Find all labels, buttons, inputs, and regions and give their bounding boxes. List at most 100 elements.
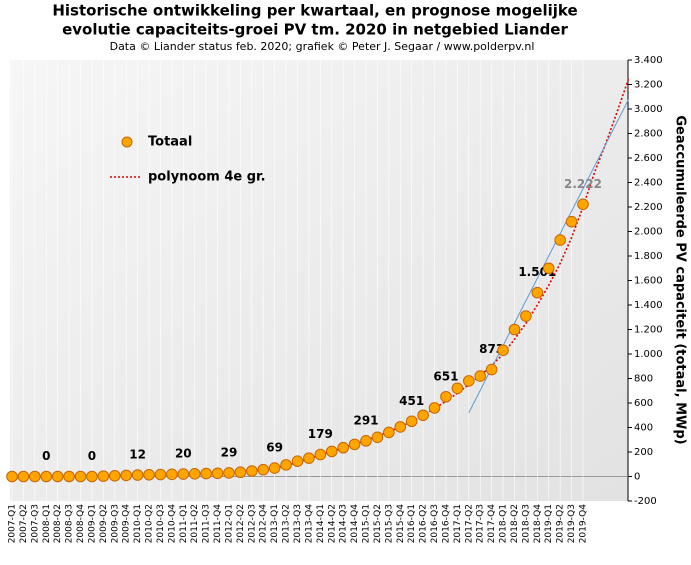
data-point bbox=[97, 470, 110, 482]
y-tick-label: 3.000 bbox=[634, 104, 663, 115]
y-tick-label: 400 bbox=[634, 423, 653, 434]
y-tick-label: 2.400 bbox=[634, 178, 663, 189]
data-point bbox=[554, 234, 566, 246]
data-point bbox=[348, 438, 361, 451]
data-point bbox=[74, 470, 87, 483]
x-tick-label: 2009-Q3 bbox=[110, 504, 120, 543]
x-tick-label: 2010-Q2 bbox=[145, 504, 155, 543]
data-point bbox=[520, 310, 532, 322]
y-tick-label: 600 bbox=[634, 398, 653, 409]
data-point bbox=[405, 415, 418, 428]
x-tick-label: 2015-Q4 bbox=[396, 504, 406, 544]
x-tick-label: 2008-Q4 bbox=[76, 504, 86, 544]
data-label: 179 bbox=[308, 427, 333, 441]
data-label: 2.222 bbox=[564, 177, 602, 191]
data-point bbox=[246, 465, 258, 477]
y-tick-label: 1.200 bbox=[634, 325, 663, 336]
x-tick-label: 2008-Q2 bbox=[53, 504, 63, 543]
x-tick-label: 2011-Q1 bbox=[179, 504, 189, 543]
chart-title: evolutie capaciteits-groei PV tm. 2020 i… bbox=[62, 21, 568, 39]
y-tick-label: 1.600 bbox=[634, 276, 663, 287]
data-point bbox=[451, 382, 464, 395]
x-tick-label: 2013-Q1 bbox=[270, 504, 280, 543]
data-label: 69 bbox=[266, 441, 283, 455]
x-tick-label: 2012-Q4 bbox=[259, 504, 269, 544]
x-tick-label: 2016-Q1 bbox=[407, 504, 417, 543]
plot-area bbox=[10, 60, 628, 501]
data-point bbox=[565, 215, 578, 228]
data-label: 291 bbox=[353, 413, 378, 427]
y-tick-label: 2.800 bbox=[634, 129, 663, 140]
data-point bbox=[86, 470, 98, 483]
data-point bbox=[6, 470, 18, 483]
data-point bbox=[497, 344, 509, 357]
y-tick-label: 3.400 bbox=[634, 55, 663, 66]
data-point bbox=[383, 426, 395, 439]
data-point bbox=[474, 370, 487, 382]
x-tick-label: 2016-Q4 bbox=[441, 504, 451, 544]
data-point bbox=[337, 441, 349, 454]
data-point bbox=[531, 286, 544, 299]
data-point bbox=[211, 467, 224, 480]
x-tick-label: 2019-Q2 bbox=[556, 504, 566, 543]
x-tick-label: 2016-Q3 bbox=[430, 504, 440, 543]
y-tick-label: 2.600 bbox=[634, 153, 663, 164]
data-point bbox=[51, 470, 64, 483]
y-tick-label: 200 bbox=[634, 447, 653, 458]
data-point bbox=[542, 262, 555, 275]
legend-label: Totaal bbox=[148, 135, 192, 150]
x-tick-label: 2011-Q3 bbox=[202, 504, 212, 543]
x-tick-label: 2019-Q4 bbox=[579, 504, 589, 544]
data-point bbox=[417, 409, 429, 422]
data-point bbox=[29, 470, 41, 483]
x-tick-label: 2009-Q2 bbox=[99, 504, 109, 543]
y-tick-label: 1.800 bbox=[634, 251, 663, 262]
data-point bbox=[577, 198, 589, 211]
x-tick-label: 2015-Q2 bbox=[373, 504, 383, 543]
data-point bbox=[360, 435, 372, 447]
x-tick-label: 2017-Q3 bbox=[476, 504, 486, 543]
y-tick-label: -200 bbox=[634, 496, 657, 507]
data-point bbox=[280, 459, 292, 471]
x-tick-label: 2013-Q2 bbox=[282, 504, 292, 543]
data-label: 0 bbox=[88, 449, 96, 463]
data-point bbox=[314, 448, 327, 461]
chart-title: Historische ontwikkeling per kwartaal, e… bbox=[52, 2, 577, 20]
data-point bbox=[463, 375, 475, 387]
x-tick-label: 2010-Q4 bbox=[167, 504, 177, 544]
x-tick-label: 2017-Q4 bbox=[487, 504, 497, 544]
y-tick-label: 1.000 bbox=[634, 349, 663, 360]
data-point bbox=[120, 469, 132, 482]
x-tick-label: 2013-Q3 bbox=[293, 504, 303, 543]
x-tick-label: 2012-Q2 bbox=[236, 504, 246, 543]
data-point bbox=[394, 421, 407, 433]
x-tick-label: 2013-Q4 bbox=[304, 504, 314, 544]
data-point bbox=[325, 445, 338, 458]
data-point bbox=[223, 467, 235, 479]
x-tick-label: 2018-Q1 bbox=[499, 504, 509, 543]
data-point bbox=[200, 467, 212, 480]
x-tick-label: 2014-Q4 bbox=[350, 504, 360, 544]
x-tick-label: 2015-Q3 bbox=[384, 504, 394, 543]
data-point bbox=[63, 470, 75, 483]
data-point bbox=[131, 469, 144, 481]
data-label: 20 bbox=[175, 447, 192, 461]
x-tick-label: 2009-Q1 bbox=[87, 504, 97, 543]
y-tick-label: 3.200 bbox=[634, 80, 663, 91]
chart-subtitle: Data © Liander status feb. 2020; grafiek… bbox=[110, 40, 535, 53]
x-tick-label: 2010-Q1 bbox=[133, 504, 143, 543]
data-label: 29 bbox=[221, 445, 238, 459]
x-tick-label: 2007-Q2 bbox=[19, 504, 29, 543]
data-point bbox=[303, 452, 315, 464]
x-tick-label: 2008-Q3 bbox=[65, 504, 75, 543]
x-tick-label: 2017-Q2 bbox=[464, 504, 474, 543]
data-label: 651 bbox=[433, 369, 458, 383]
data-point bbox=[154, 468, 167, 481]
x-tick-label: 2019-Q3 bbox=[567, 504, 577, 543]
data-point bbox=[291, 455, 304, 467]
x-tick-label: 2012-Q3 bbox=[247, 504, 257, 543]
data-point bbox=[428, 402, 441, 414]
series-line bbox=[468, 98, 630, 414]
x-tick-label: 2018-Q2 bbox=[510, 504, 520, 543]
